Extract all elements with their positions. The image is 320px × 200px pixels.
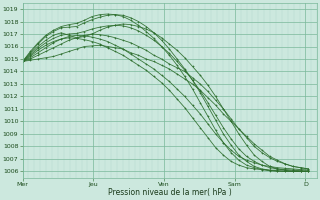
X-axis label: Pression niveau de la mer( hPa ): Pression niveau de la mer( hPa ) [108,188,232,197]
